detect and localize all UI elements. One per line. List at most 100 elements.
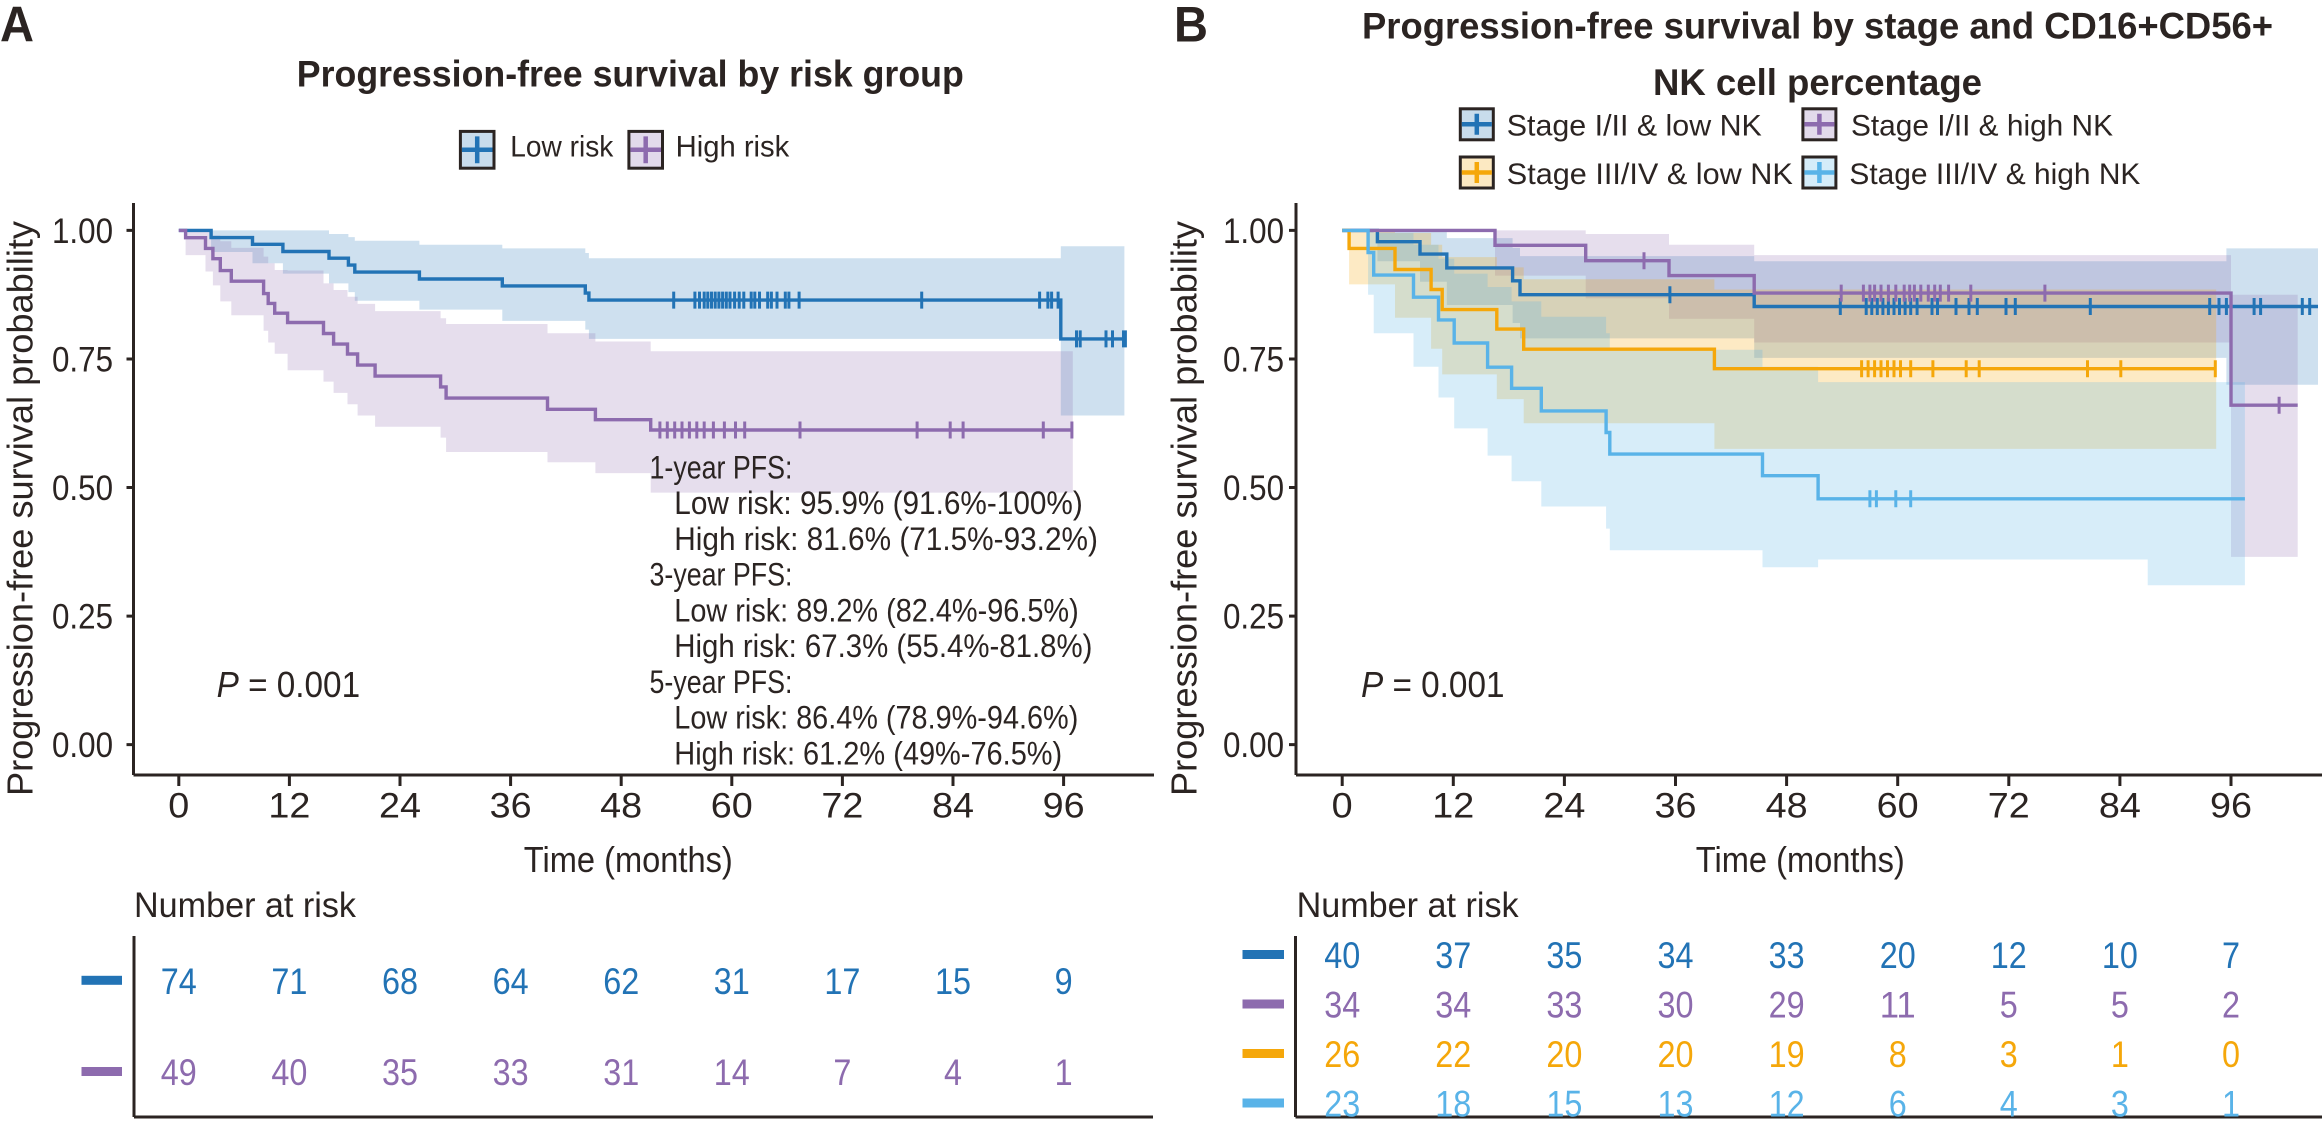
- svg-text:72: 72: [821, 787, 863, 826]
- svg-text:34: 34: [1435, 985, 1471, 1026]
- svg-text:48: 48: [600, 787, 642, 826]
- svg-text:0.50: 0.50: [1223, 469, 1284, 508]
- svg-text:High risk: 61.2% (49%-76.5%): High risk: 61.2% (49%-76.5%): [674, 736, 1062, 772]
- svg-text:Stage III/IV & high NK: Stage III/IV & high NK: [1849, 158, 2140, 191]
- svg-text:96: 96: [1043, 787, 1085, 826]
- svg-text:18: 18: [1435, 1084, 1471, 1125]
- svg-text:6: 6: [1889, 1084, 1907, 1125]
- svg-text:62: 62: [603, 961, 639, 1002]
- svg-text:5-year PFS:: 5-year PFS:: [650, 664, 793, 700]
- svg-text:12: 12: [268, 787, 310, 826]
- svg-text:1.00: 1.00: [1223, 212, 1284, 251]
- svg-text:33: 33: [1769, 935, 1805, 976]
- svg-text:7: 7: [833, 1052, 851, 1093]
- svg-text:26: 26: [1324, 1034, 1360, 1075]
- svg-text:Low risk: Low risk: [510, 131, 614, 164]
- svg-text:33: 33: [1546, 985, 1582, 1026]
- svg-text:40: 40: [271, 1052, 307, 1093]
- svg-text:Progression-free survival by r: Progression-free survival by risk group: [297, 54, 964, 95]
- svg-text:9: 9: [1055, 961, 1073, 1002]
- svg-text:1: 1: [2111, 1034, 2129, 1075]
- svg-text:0.25: 0.25: [52, 598, 113, 637]
- svg-text:11: 11: [1880, 985, 1916, 1026]
- svg-text:20: 20: [1546, 1034, 1582, 1075]
- svg-text:17: 17: [824, 961, 860, 1002]
- svg-text:1: 1: [2222, 1084, 2240, 1125]
- svg-text:84: 84: [2099, 787, 2141, 826]
- svg-text:7: 7: [2222, 935, 2240, 976]
- svg-text:0.00: 0.00: [1223, 726, 1284, 765]
- svg-text:P = 0.001: P = 0.001: [217, 664, 361, 705]
- svg-text:24: 24: [379, 787, 421, 826]
- svg-text:24: 24: [1543, 787, 1585, 826]
- svg-text:36: 36: [490, 787, 532, 826]
- svg-text:1: 1: [1055, 1052, 1073, 1093]
- svg-text:34: 34: [1658, 935, 1694, 976]
- svg-text:0.50: 0.50: [52, 469, 113, 508]
- svg-text:96: 96: [2210, 787, 2252, 826]
- svg-text:3: 3: [2111, 1084, 2129, 1125]
- svg-text:12: 12: [1769, 1084, 1805, 1125]
- svg-text:High risk: 67.3% (55.4%-81.8%): High risk: 67.3% (55.4%-81.8%): [674, 628, 1092, 664]
- svg-text:20: 20: [1880, 935, 1916, 976]
- svg-text:Stage III/IV & low NK: Stage III/IV & low NK: [1507, 158, 1793, 191]
- svg-text:40: 40: [1324, 935, 1360, 976]
- svg-text:30: 30: [1658, 985, 1694, 1026]
- svg-text:60: 60: [1877, 787, 1919, 826]
- svg-text:B: B: [1174, 0, 1208, 53]
- svg-text:23: 23: [1324, 1084, 1360, 1125]
- svg-text:15: 15: [935, 961, 971, 1002]
- svg-text:0.75: 0.75: [1223, 341, 1284, 380]
- svg-text:37: 37: [1435, 935, 1471, 976]
- svg-text:High risk: High risk: [676, 131, 791, 164]
- svg-text:0.25: 0.25: [1223, 598, 1284, 637]
- svg-text:1-year PFS:: 1-year PFS:: [650, 450, 793, 486]
- svg-text:A: A: [0, 0, 34, 53]
- svg-text:15: 15: [1546, 1084, 1582, 1125]
- svg-text:Stage I/II & low NK: Stage I/II & low NK: [1507, 110, 1762, 143]
- svg-text:22: 22: [1435, 1034, 1471, 1075]
- svg-text:Time (months): Time (months): [524, 839, 733, 880]
- svg-text:Low risk: 95.9% (91.6%-100%): Low risk: 95.9% (91.6%-100%): [674, 485, 1083, 521]
- svg-text:High risk: 81.6% (71.5%-93.2%): High risk: 81.6% (71.5%-93.2%): [674, 521, 1098, 557]
- svg-text:48: 48: [1766, 787, 1808, 826]
- svg-text:33: 33: [493, 1052, 529, 1093]
- svg-text:0.75: 0.75: [52, 341, 113, 380]
- svg-text:0: 0: [2222, 1034, 2240, 1075]
- svg-text:71: 71: [271, 961, 307, 1002]
- svg-text:13: 13: [1658, 1084, 1694, 1125]
- svg-text:19: 19: [1769, 1034, 1805, 1075]
- svg-text:1.00: 1.00: [52, 212, 113, 251]
- svg-text:Low risk: 86.4% (78.9%-94.6%): Low risk: 86.4% (78.9%-94.6%): [674, 700, 1078, 736]
- svg-text:0: 0: [168, 787, 189, 826]
- svg-text:31: 31: [603, 1052, 639, 1093]
- svg-text:Number at risk: Number at risk: [1297, 886, 1519, 925]
- svg-text:31: 31: [714, 961, 750, 1002]
- svg-text:5: 5: [2000, 985, 2018, 1026]
- svg-text:0.00: 0.00: [52, 726, 113, 765]
- svg-text:4: 4: [944, 1052, 962, 1093]
- svg-text:0: 0: [1332, 787, 1353, 826]
- svg-text:Time (months): Time (months): [1696, 839, 1905, 880]
- svg-text:35: 35: [1546, 935, 1582, 976]
- svg-text:5: 5: [2111, 985, 2129, 1026]
- svg-text:60: 60: [711, 787, 753, 826]
- svg-text:68: 68: [382, 961, 418, 1002]
- svg-text:Number at risk: Number at risk: [134, 886, 356, 925]
- svg-text:35: 35: [382, 1052, 418, 1093]
- svg-text:36: 36: [1655, 787, 1697, 826]
- svg-text:12: 12: [1991, 935, 2027, 976]
- svg-text:P = 0.001: P = 0.001: [1361, 664, 1505, 705]
- svg-text:Progression-free survival prob: Progression-free survival probability: [0, 221, 41, 796]
- svg-text:29: 29: [1769, 985, 1805, 1026]
- svg-text:49: 49: [161, 1052, 197, 1093]
- svg-text:64: 64: [493, 961, 529, 1002]
- svg-text:12: 12: [1432, 787, 1474, 826]
- svg-text:84: 84: [932, 787, 974, 826]
- svg-text:3: 3: [2000, 1034, 2018, 1075]
- svg-text:4: 4: [2000, 1084, 2018, 1125]
- svg-text:Progression-free survival by s: Progression-free survival by stage and C…: [1362, 6, 2273, 47]
- svg-text:NK cell percentage: NK cell percentage: [1653, 62, 1982, 103]
- svg-text:Progression-free survival prob: Progression-free survival probability: [1164, 221, 1205, 796]
- svg-text:10: 10: [2102, 935, 2138, 976]
